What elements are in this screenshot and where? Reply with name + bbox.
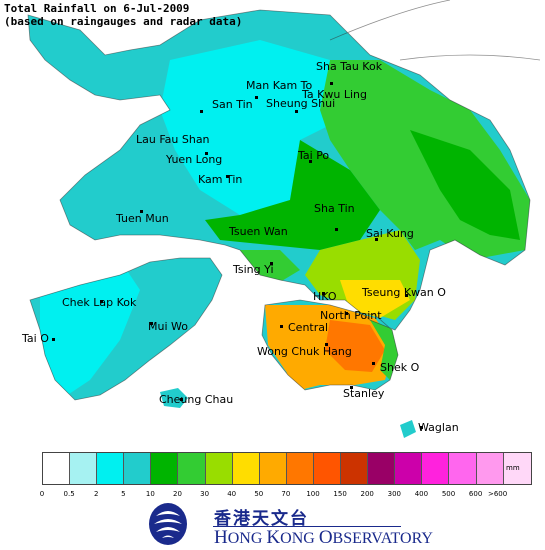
legend-tick-5: 20 <box>173 490 182 498</box>
logo-en-k: K <box>266 527 281 548</box>
place-waglan: Waglan <box>418 421 459 434</box>
legend-tick-15: 500 <box>441 490 456 498</box>
place-shek-o: Shek O <box>380 361 420 374</box>
rainfall-legend <box>42 452 532 485</box>
place-cheung-chau: Cheung Chau <box>159 393 234 406</box>
legend-swatch-6 <box>205 453 233 484</box>
place-sai-kung: Sai Kung <box>366 227 414 240</box>
logo-english-name: HONG KONG OBSERVATORY <box>214 527 433 549</box>
place-sha-tin: Sha Tin <box>314 202 355 215</box>
legend-tick-0: 0 <box>39 490 45 498</box>
legend-tick-4: 10 <box>145 490 155 498</box>
legend-tick-3: 5 <box>121 490 126 498</box>
place-ta-kwu-ling: Ta Kwu Ling <box>302 88 367 101</box>
legend-tick-9: 70 <box>281 490 291 498</box>
place-sheung-shui: Sheung Shui <box>266 97 336 110</box>
legend-swatch-0 <box>43 453 71 484</box>
title-line-1: Total Rainfall on 6-Jul-2009 <box>4 2 190 15</box>
logo-divider <box>213 526 401 527</box>
legend-tick-1: 0.5 <box>63 490 75 498</box>
rainfall-map <box>27 0 541 438</box>
legend-swatch-5 <box>178 453 206 484</box>
legend-tick-14: 400 <box>414 490 429 498</box>
legend-swatch-3 <box>124 453 152 484</box>
place-sha-tau-kok: Sha Tau Kok <box>316 60 383 73</box>
legend-tick-17: >600 <box>487 490 508 498</box>
place-mui-wo: Mui Wo <box>148 320 188 333</box>
place-tseung-kwan-o: Tseung Kwan O <box>362 286 446 299</box>
place-san-tin: San Tin <box>212 98 253 111</box>
legend-swatch-11 <box>341 453 369 484</box>
legend-tick-6: 30 <box>200 490 210 498</box>
place-wong-chuk-hang: Wong Chuk Hang <box>257 345 352 358</box>
legend-tick-13: 300 <box>387 490 401 498</box>
place-tsuen-wan: Tsuen Wan <box>229 225 288 238</box>
logo-en-o: O <box>318 527 333 548</box>
place-tsing-yi: Tsing Yi <box>233 263 274 276</box>
place-stanley: Stanley <box>343 387 385 400</box>
legend-swatch-12 <box>368 453 396 484</box>
legend-swatch-10 <box>313 453 342 484</box>
legend-tick-2: 2 <box>93 490 99 498</box>
legend-swatch-4 <box>151 453 179 484</box>
legend-tick-12: 200 <box>360 490 374 498</box>
place-hko: HKO <box>313 290 337 303</box>
place-north-point: North Point <box>320 309 382 322</box>
legend-swatch-15 <box>449 453 477 484</box>
logo-en-bservatory: BSERVATORY <box>332 530 433 547</box>
legend-swatch-17 <box>503 453 531 484</box>
place-tai-po: Tai Po <box>298 149 330 162</box>
place-tuen-mun: Tuen Mun <box>116 212 169 225</box>
legend-swatch-9 <box>286 453 314 484</box>
legend-tick-11: 150 <box>333 490 347 498</box>
hko-logo-icon <box>149 503 187 545</box>
legend-tick-10: 100 <box>306 490 320 498</box>
legend-tick-8: 50 <box>254 490 264 498</box>
title-line-2: (based on raingauges and radar data) <box>4 15 243 28</box>
place-man-kam-to: Man Kam To <box>246 79 313 92</box>
legend-swatch-16 <box>476 453 504 484</box>
place-tai-o: Tai O <box>22 332 49 345</box>
legend-swatch-14 <box>422 453 450 484</box>
logo-en-ong: ONG <box>227 530 267 547</box>
logo-en-h: H <box>214 527 228 548</box>
legend-swatch-13 <box>395 453 423 484</box>
legend-tick-7: 40 <box>227 490 237 498</box>
legend-unit: mm <box>506 464 520 472</box>
legend-swatch-2 <box>97 453 125 484</box>
logo-chinese-name: 香港天文台 <box>214 509 309 529</box>
place-kam-tin: Kam Tin <box>198 173 243 186</box>
place-lau-fau-shan: Lau Fau Shan <box>136 133 210 146</box>
station-markers <box>52 82 423 429</box>
logo-en-ong2: ONG <box>280 530 319 547</box>
legend-swatch-7 <box>232 453 260 484</box>
place-yuen-long: Yuen Long <box>166 153 223 166</box>
legend-tick-16: 600 <box>468 490 483 498</box>
place-central: Central <box>288 321 329 334</box>
legend-swatch-8 <box>259 453 287 484</box>
legend-swatch-1 <box>70 453 98 484</box>
place-chek-lap-kok: Chek Lap Kok <box>62 296 137 309</box>
map-title: Total Rainfall on 6-Jul-2009 (based on r… <box>4 2 242 28</box>
